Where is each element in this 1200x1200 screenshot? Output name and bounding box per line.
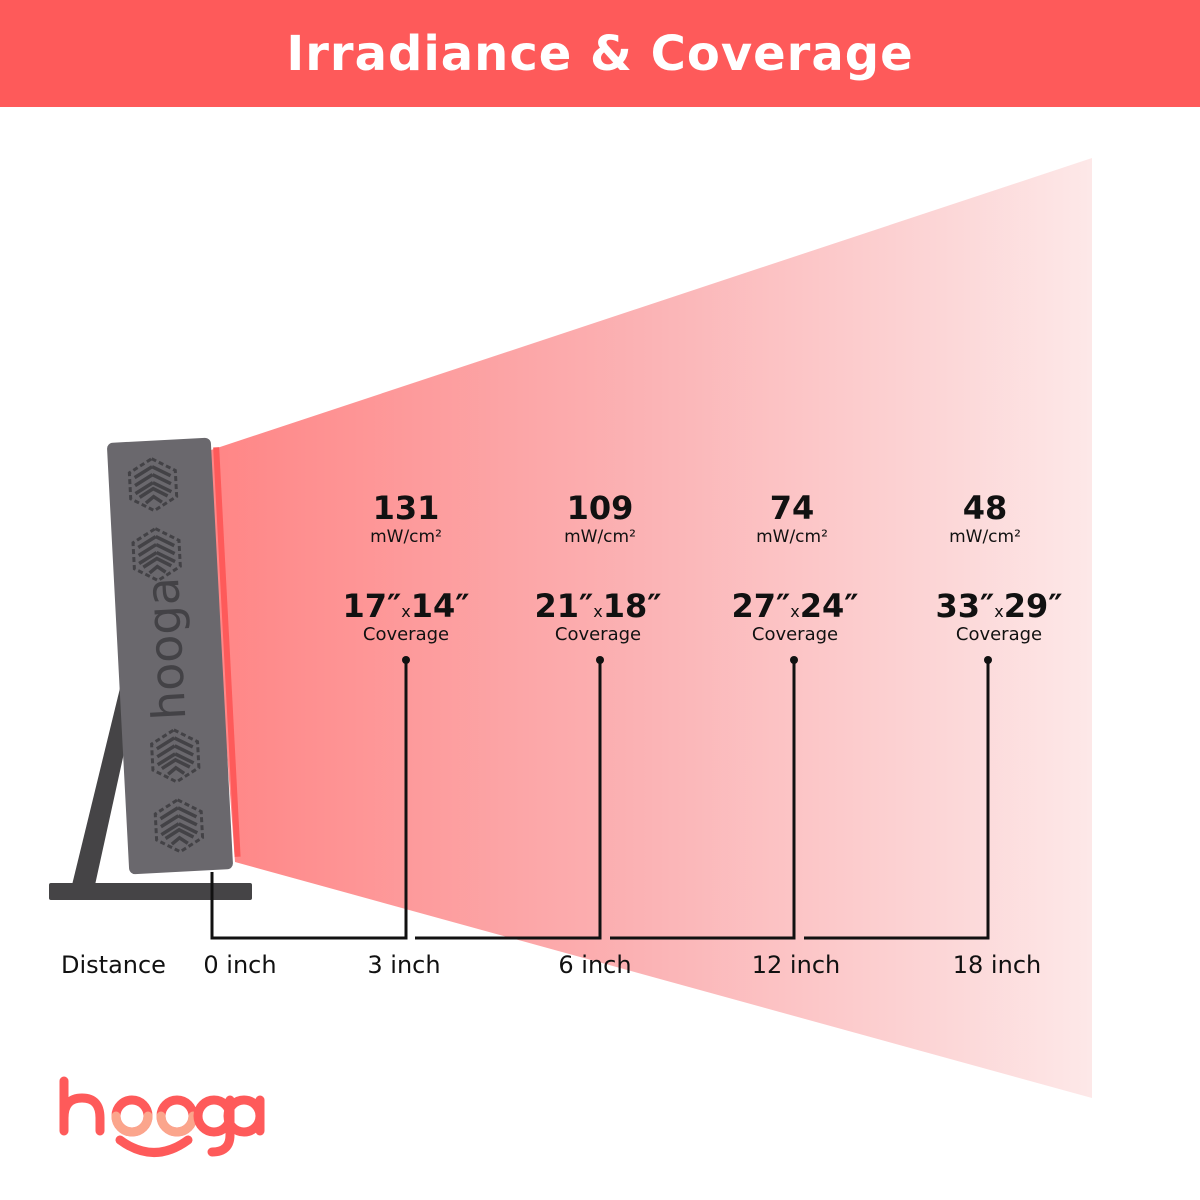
- measurement-18in: 48 mW/cm² 33″x29″ Coverage: [935, 489, 1062, 645]
- title-banner: Irradiance & Coverage: [0, 0, 1200, 107]
- irradiance-unit: mW/cm²: [756, 527, 828, 547]
- marker-dot: [984, 656, 992, 664]
- distance-tick: 18 inch: [953, 951, 1041, 979]
- coverage-dimensions: 17″x14″: [342, 587, 469, 625]
- coverage-label: Coverage: [956, 624, 1042, 645]
- distance-tick: 12 inch: [752, 951, 840, 979]
- device-panel: hooga: [107, 437, 241, 875]
- distance-tick: 0 inch: [203, 951, 276, 979]
- coverage-label: Coverage: [555, 624, 641, 645]
- irradiance-value: 48: [963, 489, 1008, 527]
- device-stand-base: [49, 883, 252, 900]
- distance-tick: 3 inch: [367, 951, 440, 979]
- irradiance-value: 109: [567, 489, 634, 527]
- measurement-3in: 131 mW/cm² 17″x14″ Coverage: [342, 489, 469, 645]
- irradiance-unit: mW/cm²: [370, 527, 442, 547]
- light-beam: [205, 158, 1092, 1098]
- coverage-label: Coverage: [752, 624, 838, 645]
- coverage-dimensions: 33″x29″: [935, 587, 1062, 625]
- distance-brackets: [210, 660, 990, 940]
- measurement-6in: 109 mW/cm² 21″x18″ Coverage: [534, 489, 661, 645]
- distance-tick: 6 inch: [558, 951, 631, 979]
- page-title: Irradiance & Coverage: [286, 25, 914, 82]
- irradiance-value: 74: [770, 489, 815, 527]
- coverage-dimensions: 27″x24″: [731, 587, 858, 625]
- brand-logo: [59, 1076, 265, 1157]
- irradiance-value: 131: [373, 489, 440, 527]
- measurement-12in: 74 mW/cm² 27″x24″ Coverage: [731, 489, 858, 645]
- marker-dot: [790, 656, 798, 664]
- marker-dot: [596, 656, 604, 664]
- coverage-label: Coverage: [363, 624, 449, 645]
- distance-label: Distance: [61, 951, 166, 979]
- irradiance-unit: mW/cm²: [564, 527, 636, 547]
- irradiance-unit: mW/cm²: [949, 527, 1021, 547]
- coverage-dimensions: 21″x18″: [534, 587, 661, 625]
- device-logo: hooga: [135, 576, 196, 721]
- marker-dot: [402, 656, 410, 664]
